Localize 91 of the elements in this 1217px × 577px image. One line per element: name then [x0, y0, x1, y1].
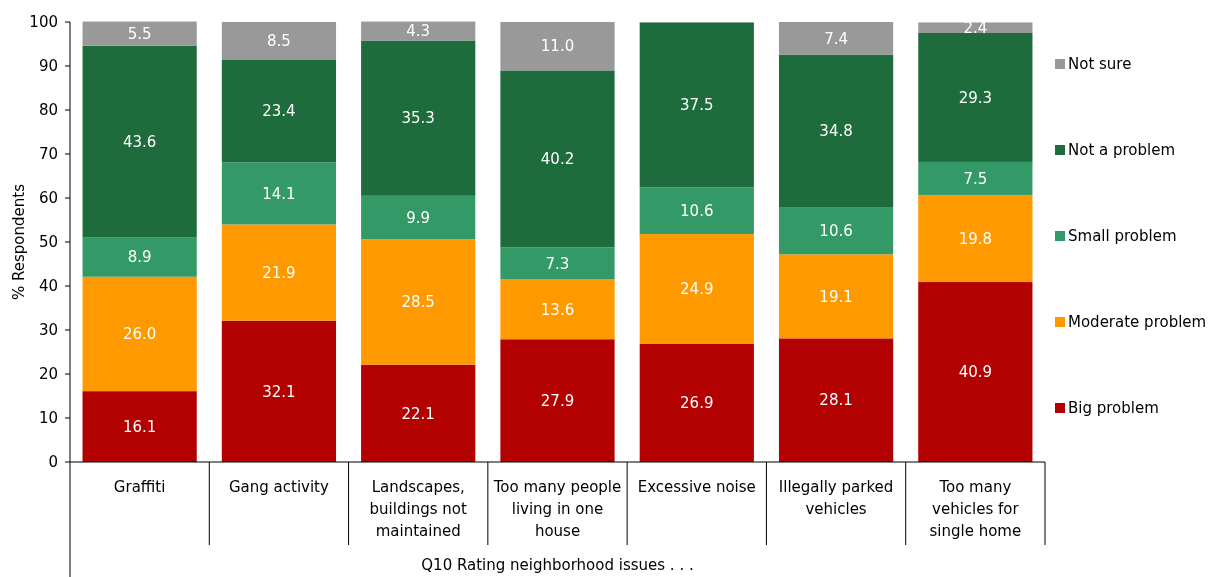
bar: [500, 70, 615, 248]
bar: [361, 195, 476, 240]
data-label: 9.9: [406, 208, 431, 227]
bar: [221, 224, 337, 321]
bar: [82, 391, 197, 462]
bar: [361, 40, 476, 196]
y-tick-label: 10: [38, 409, 58, 428]
bar: [778, 54, 894, 208]
data-label: 11.0: [540, 37, 575, 56]
data-label: 7.5: [963, 169, 988, 188]
data-label: 8.9: [127, 248, 152, 267]
x-axis-title: Q10 Rating neighborhood issues . . .: [421, 556, 694, 574]
bar: [500, 339, 615, 462]
data-label: 35.3: [401, 109, 435, 128]
bar: [918, 22, 1033, 33]
y-tick-label: 70: [38, 145, 58, 164]
y-tick-label: 50: [38, 233, 58, 252]
data-label: 5.5: [127, 24, 152, 43]
bar: [82, 45, 197, 238]
data-label: 10.6: [819, 222, 853, 241]
data-label: 28.5: [401, 293, 435, 312]
data-label: 26.0: [122, 325, 157, 344]
x-tick-label: Too many vehicles for single home: [929, 478, 1022, 540]
data-label: 22.1: [401, 404, 435, 423]
data-label: 8.5: [267, 31, 291, 50]
data-label: 40.2: [540, 150, 575, 169]
bar: [221, 59, 337, 163]
data-label: 23.4: [262, 102, 296, 121]
data-label: 34.8: [819, 122, 853, 141]
y-tick-label: 30: [38, 321, 58, 340]
legend-label: Moderate problem: [1068, 313, 1207, 332]
bar: [918, 161, 1033, 195]
bar: [82, 21, 197, 46]
data-label: 16.1: [122, 417, 157, 436]
bar: [778, 22, 894, 55]
bar: [918, 194, 1033, 283]
y-tick-label: 80: [38, 101, 58, 120]
bar: [500, 279, 615, 340]
data-label: 43.6: [122, 132, 157, 151]
bar: [500, 247, 615, 280]
y-tick-label: 60: [38, 189, 58, 208]
y-tick-label: 0: [48, 453, 58, 472]
data-label: 27.9: [540, 391, 575, 410]
x-tick-label: Graffiti: [113, 478, 166, 496]
data-label: 4.3: [406, 22, 431, 41]
bar: [361, 239, 476, 365]
data-label: 26.9: [680, 394, 714, 413]
x-tick-label: Too many people living in one house: [492, 478, 622, 540]
data-label: 19.8: [958, 229, 993, 248]
bar: [82, 276, 197, 392]
data-label: 29.3: [958, 88, 993, 107]
data-label: 24.9: [680, 280, 714, 299]
x-tick-label: Gang activity: [228, 478, 329, 496]
data-label: 21.9: [262, 263, 296, 282]
legend-label: Big problem: [1068, 399, 1159, 418]
bar: [639, 22, 754, 188]
y-tick-label: 40: [38, 277, 58, 296]
bar: [221, 22, 337, 60]
bar: [221, 320, 337, 462]
legend-label: Small problem: [1068, 227, 1177, 246]
legend-label: Not sure: [1068, 55, 1132, 74]
bar: [778, 254, 894, 339]
bar: [221, 162, 337, 225]
y-tick-label: 90: [38, 57, 58, 76]
data-label: 14.1: [262, 184, 296, 203]
bar: [778, 207, 894, 255]
bar: [918, 282, 1033, 462]
bar: [639, 234, 754, 344]
y-tick-label: 20: [38, 365, 58, 384]
data-label: 40.9: [958, 363, 993, 382]
bar: [500, 22, 615, 71]
data-label: 7.3: [545, 254, 570, 273]
data-label: 32.1: [262, 382, 296, 401]
bar: [639, 343, 754, 462]
y-axis-title: % Respondents: [10, 183, 28, 300]
bar: [778, 338, 894, 462]
data-label: 10.6: [680, 202, 714, 221]
data-label: 28.1: [819, 391, 853, 410]
legend-label: Not a problem: [1068, 141, 1176, 160]
data-label: 19.1: [819, 287, 853, 306]
x-tick-label: Illegally parked vehicles: [778, 478, 894, 518]
data-label: 13.6: [540, 300, 575, 319]
bar: [361, 364, 476, 462]
bar: [918, 33, 1033, 162]
x-tick-label: Landscapes, buildings not maintained: [369, 478, 467, 540]
data-label: 37.5: [680, 96, 714, 115]
bar: [82, 237, 197, 277]
x-tick-label: Excessive noise: [637, 478, 756, 496]
data-label: 7.4: [824, 29, 848, 48]
y-tick-label: 100: [29, 13, 58, 32]
bar: [639, 187, 754, 235]
